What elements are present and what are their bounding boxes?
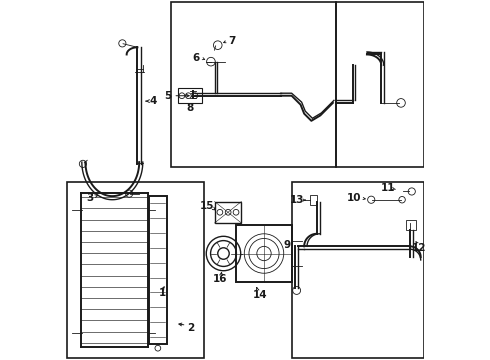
Bar: [310, 195, 318, 205]
Text: 6: 6: [192, 53, 199, 63]
Text: 12: 12: [412, 243, 426, 253]
Text: 1: 1: [159, 288, 166, 298]
Bar: [149, 196, 167, 344]
Text: 9: 9: [284, 239, 291, 249]
Text: 5: 5: [164, 91, 171, 101]
Bar: [215, 202, 242, 223]
Text: 13: 13: [290, 195, 304, 205]
Text: 14: 14: [253, 290, 268, 300]
Text: 15: 15: [200, 201, 215, 211]
Text: 16: 16: [213, 274, 227, 284]
Bar: [236, 225, 292, 282]
Text: 10: 10: [347, 193, 362, 203]
Bar: [337, 3, 423, 167]
Text: 3: 3: [86, 193, 94, 203]
Bar: [177, 88, 202, 103]
Text: 2: 2: [188, 323, 195, 333]
Bar: [292, 182, 423, 357]
Text: 11: 11: [380, 183, 395, 193]
Bar: [172, 3, 337, 167]
Bar: [67, 182, 204, 357]
Text: 7: 7: [228, 36, 236, 46]
Bar: [406, 220, 416, 230]
Text: 8: 8: [186, 103, 194, 113]
Text: 4: 4: [150, 96, 157, 106]
